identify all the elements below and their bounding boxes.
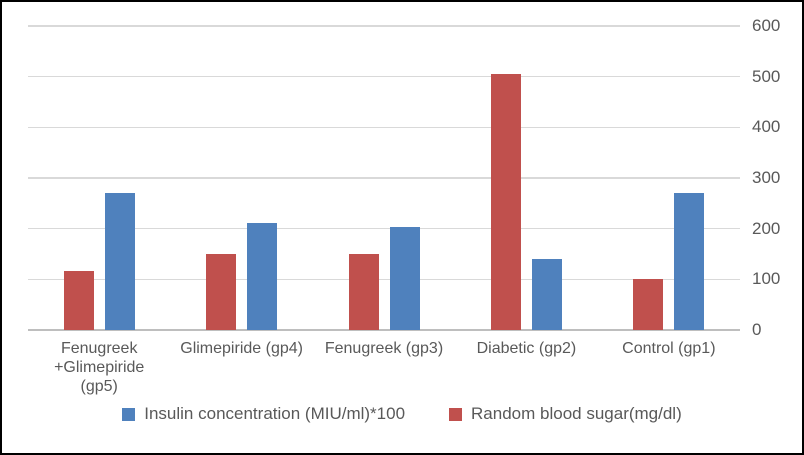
y-axis-label-100: 100 — [752, 269, 781, 289]
x-axis-category-label-diabetic-gp2: Diabetic (gp2) — [476, 340, 577, 357]
y-axis-label-300: 300 — [752, 168, 781, 187]
gridline-600 — [28, 25, 740, 27]
legend-marker-icon — [449, 407, 463, 421]
gridline-500 — [28, 75, 740, 78]
x-label-slot: Diabetic (gp2) — [455, 339, 597, 403]
x-axis-category-label-fenugreek-glimepiride-gp5: Fenugreek +Glimepiride (gp5) — [54, 340, 145, 395]
gridline-300 — [28, 177, 740, 179]
legend-label: Insulin concentration (MIU/ml)*100 — [144, 404, 406, 423]
y-axis-label-500: 500 — [752, 66, 781, 86]
x-axis-category-label-control-gp1: Control (gp1) — [622, 340, 716, 357]
x-axis-category-label-glimepiride-gp4: Glimepiride (gp4) — [180, 340, 303, 357]
legend-marker-icon — [122, 407, 136, 421]
x-label-slot: Control (gp1) — [598, 339, 740, 403]
x-axis-category-labels: Fenugreek +Glimepiride (gp5) Glimepiride … — [28, 339, 740, 403]
gridline-200 — [28, 227, 740, 230]
bar-insulin-glimepiride-gp4 — [247, 222, 278, 330]
bar-insulin-diabetic-gp2 — [531, 258, 562, 330]
bar-insulin-fenugreek-gp3 — [389, 226, 420, 330]
y-axis-label-600: 600 — [752, 16, 781, 35]
bar-random-glimepiride-gp4 — [206, 254, 237, 330]
bar-insulin-control-gp1 — [674, 193, 705, 330]
x-axis-category-label-fenugreek-gp3: Fenugreek (gp3) — [324, 340, 444, 357]
bar-random-diabetic-gp2 — [490, 74, 521, 330]
y-axis-label-200: 200 — [752, 218, 781, 238]
plot-area — [28, 25, 740, 331]
y-axis-label-400: 400 — [752, 117, 781, 137]
legend-item-insulin: Insulin concentration (MIU/ml)*100 — [122, 404, 405, 424]
bar-random-fenugreek-gp3 — [348, 253, 379, 330]
bar-random-fenugreek-glimepiride-gp5 — [63, 271, 94, 330]
x-label-slot: Glimepiride (gp4) — [170, 339, 312, 403]
x-label-slot: Fenugreek (gp3) — [313, 339, 455, 403]
gridline-400 — [28, 126, 740, 129]
legend-item-random: Random blood sugar(mg/dl) — [449, 404, 682, 424]
bar-random-control-gp1 — [633, 279, 664, 330]
y-axis-label-0: 0 — [752, 320, 762, 339]
legend-label: Random blood sugar(mg/dl) — [471, 404, 682, 423]
gridline-100 — [28, 278, 740, 281]
bar-insulin-fenugreek-glimepiride-gp5 — [104, 193, 135, 330]
x-axis-line — [28, 329, 740, 331]
x-label-slot: Fenugreek +Glimepiride (gp5) — [28, 339, 170, 403]
legend: Insulin concentration (MIU/ml)*100 Random… — [2, 404, 802, 424]
